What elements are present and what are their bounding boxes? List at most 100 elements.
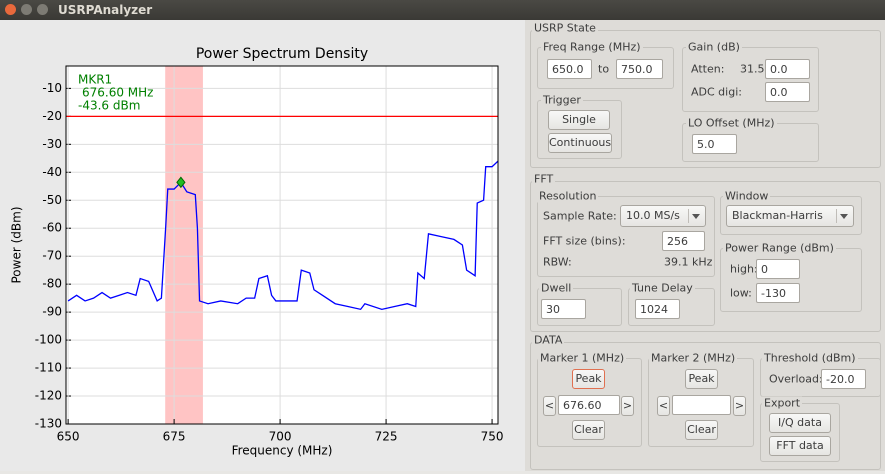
prev-button[interactable]: < — [543, 396, 556, 416]
to-label: to — [598, 62, 610, 76]
marker-power: -43.6 dBm — [78, 99, 140, 113]
y-tick-label: -20 — [42, 109, 62, 123]
dwell-box — [537, 288, 622, 326]
box-label: Window — [723, 189, 771, 203]
box-label: Freq Range (MHz) — [541, 40, 643, 54]
maximize-button[interactable] — [37, 4, 48, 15]
box-label: Marker 1 (MHz) — [538, 351, 627, 365]
y-tick-label: -130 — [35, 417, 62, 431]
window-box — [720, 196, 862, 235]
minimize-button[interactable] — [21, 4, 32, 15]
freq-from-input[interactable]: 650.0 — [547, 59, 592, 79]
x-tick-label: 700 — [269, 430, 292, 444]
lo-offset-input[interactable]: 5.0 — [692, 134, 737, 154]
x-tick-label: 675 — [163, 430, 186, 444]
usrp-state-group — [530, 30, 881, 168]
box-label: Marker 2 (MHz) — [649, 351, 738, 365]
low-input[interactable]: -130 — [756, 283, 800, 303]
next-button[interactable]: > — [733, 396, 746, 416]
fft-size-label: FFT size (bins): — [543, 234, 626, 248]
marker-name: MKR1 — [78, 73, 112, 87]
y-tick-label: -60 — [42, 221, 62, 235]
y-tick-label: -110 — [35, 361, 62, 375]
plot-frame — [65, 65, 499, 425]
peak-button[interactable]: Peak — [572, 369, 605, 389]
marker-freq: 676.60 MHz — [82, 86, 153, 100]
y-tick-label: -120 — [35, 389, 62, 403]
group-title: USRP State — [532, 21, 598, 35]
x-axis-label: Frequency (MHz) — [232, 444, 333, 458]
close-button[interactable] — [5, 4, 16, 15]
low-label: low: — [730, 286, 752, 300]
marker-point — [176, 176, 186, 189]
fft-data-button[interactable]: FFT data — [769, 436, 831, 456]
y-tick-label: -70 — [42, 249, 62, 263]
iq-data-button[interactable]: I/Q data — [769, 413, 831, 433]
select-value: 10.0 MS/s — [626, 209, 680, 222]
group-title: FFT — [532, 172, 556, 186]
clear-button[interactable]: Clear — [685, 420, 718, 440]
atten-max: 31.5- — [740, 62, 769, 76]
window-select[interactable]: Blackman-Harris — [726, 205, 854, 227]
box-label: Export — [762, 396, 803, 410]
box-label: LO Offset (MHz) — [686, 116, 777, 130]
y-tick-label: -10 — [42, 81, 62, 95]
box-label: Tune Delay — [630, 281, 695, 295]
plot-panel: -10 -20 -30 -40 -50 -60 -70 -80 -90 -100 -110 -120 -… — [0, 20, 525, 471]
tune-delay-input[interactable]: 1024 — [635, 299, 680, 319]
y-tick-label: -100 — [35, 333, 62, 347]
peak-button[interactable]: Peak — [685, 369, 718, 389]
box-label: Dwell — [539, 281, 574, 295]
y-tick-label: -30 — [42, 137, 62, 151]
y-tick-label: -80 — [42, 277, 62, 291]
fft-group — [530, 181, 881, 332]
data-group — [530, 342, 881, 470]
window-title: USRPAnalyzer — [58, 3, 153, 17]
box-label: Threshold (dBm) — [762, 351, 858, 365]
box-label: Power Range (dBm) — [723, 241, 836, 255]
overload-label: Overload: — [769, 372, 823, 386]
rbw-value: 39.1 kHz — [664, 255, 713, 269]
high-input[interactable]: 0 — [756, 259, 800, 279]
box-label: Resolution — [537, 189, 599, 203]
box-label: Trigger — [541, 93, 583, 107]
y-tick-label: -90 — [42, 305, 62, 319]
marker2-input[interactable] — [672, 395, 731, 415]
clear-button[interactable]: Clear — [572, 420, 605, 440]
overload-input[interactable]: -20.0 — [821, 369, 866, 389]
plot-area — [66, 66, 498, 424]
prev-button[interactable]: < — [657, 396, 670, 416]
rbw-label: RBW: — [543, 255, 572, 269]
box-label: Gain (dB) — [686, 40, 742, 54]
x-tick-label: 650 — [57, 430, 80, 444]
dwell-input[interactable]: 30 — [541, 299, 586, 319]
select-value: Blackman-Harris — [732, 209, 823, 222]
title-bar: USRPAnalyzer — [0, 0, 885, 20]
gain-box — [682, 47, 819, 112]
next-button[interactable]: > — [621, 396, 634, 416]
freq-to-input[interactable]: 750.0 — [616, 59, 663, 79]
atten-input[interactable]: 0.0 — [765, 59, 810, 79]
adc-label: ADC digi: — [691, 85, 742, 99]
chart: -10 -20 -30 -40 -50 -60 -70 -80 -90 -100 -110 -120 -… — [10, 46, 504, 458]
spectrum-line — [67, 160, 499, 311]
adc-input[interactable]: 0.0 — [765, 82, 810, 102]
single-button[interactable]: Single — [548, 110, 610, 130]
chart-title: Power Spectrum Density — [196, 46, 368, 62]
continuous-button[interactable]: Continuous — [548, 133, 612, 153]
fft-size-input[interactable]: 256 — [662, 231, 705, 251]
marker1-input[interactable]: 676.60 — [558, 395, 620, 415]
x-tick-label: 750 — [481, 430, 504, 444]
sample-rate-label: Sample Rate: — [543, 209, 617, 223]
resolution-box — [537, 196, 715, 277]
x-tick-label: 725 — [375, 430, 398, 444]
y-tick-label: -50 — [42, 193, 62, 207]
y-tick-label: -40 — [42, 165, 62, 179]
sample-rate-select[interactable]: 10.0 MS/s — [620, 205, 706, 227]
atten-label: Atten: — [691, 62, 725, 76]
high-label: high: — [730, 262, 758, 276]
y-axis-label: Power (dBm) — [10, 207, 24, 284]
group-title: DATA — [532, 333, 565, 347]
marker-span — [165, 66, 203, 424]
